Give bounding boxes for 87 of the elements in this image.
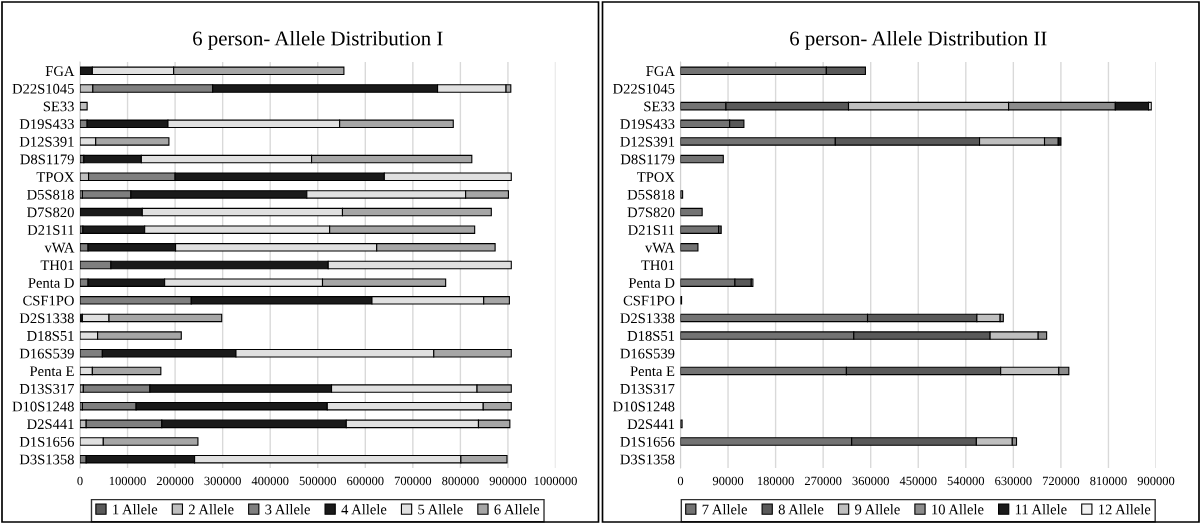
y-tick-label: D16S539 [19, 348, 74, 359]
legend-label: 11 Allele [1015, 504, 1067, 515]
y-tick-label: FGA [45, 66, 75, 77]
y-tick-label: D2S441 [27, 419, 74, 430]
x-tick-label: 400000 [251, 476, 289, 486]
bar [680, 154, 724, 164]
y-tick-label: D18S51 [27, 330, 74, 341]
legend-label: 7 Allele [702, 504, 747, 515]
y-tick-label: FGA [646, 66, 675, 77]
x-tick-label: 270000 [804, 476, 842, 486]
bar [680, 225, 720, 234]
x-tick-label: 600000 [347, 476, 384, 486]
y-tick-label: D13S317 [620, 383, 675, 394]
y-tick-label: D22S1045 [612, 83, 675, 94]
x-tick-label: 180000 [757, 476, 794, 486]
x-tick-label: 100000 [109, 476, 146, 486]
x-tick-label: 300000 [204, 476, 241, 486]
x-tick-label: 360000 [852, 476, 889, 486]
y-tick-label: CSF1PO [623, 295, 675, 306]
y-tick-label: D8S1179 [620, 154, 675, 165]
y-tick-label: D2S441 [627, 419, 675, 430]
y-tick-label: D18S51 [627, 330, 675, 341]
y-tick-label: D2S1338 [19, 313, 74, 324]
bar [680, 243, 699, 252]
x-tick-label: 900000 [1137, 476, 1175, 486]
legend-label: 5 Allele [418, 504, 463, 515]
y-tick-label: D10S1248 [12, 401, 74, 412]
y-tick-label: vWA [44, 242, 75, 253]
bar [80, 101, 88, 111]
y-tick-label: D8S1179 [20, 154, 74, 165]
y-tick-label: vWA [644, 242, 675, 253]
x-tick-label: 90000 [712, 476, 744, 486]
y-tick-label: D19S433 [620, 119, 675, 129]
y-tick-label: D5S818 [627, 189, 675, 200]
y-tick-label: D5S818 [27, 189, 74, 200]
legend-label: 10 Allele [932, 504, 984, 515]
y-tick-label: SE33 [644, 101, 675, 112]
x-tick-label: 500000 [299, 476, 337, 486]
y-tick-label: TH01 [641, 260, 675, 271]
y-tick-label: D7S820 [27, 207, 74, 218]
y-tick-label: D3S1358 [620, 454, 675, 465]
y-tick-label: D12S391 [19, 136, 74, 147]
y-tick-label: D21S11 [628, 225, 675, 235]
x-tick-label: 800000 [442, 476, 479, 486]
x-tick-label: 900000 [489, 476, 527, 486]
y-tick-label: Penta E [630, 366, 675, 377]
x-tick-label: 720000 [1042, 476, 1080, 486]
y-tick-label: TH01 [40, 260, 74, 271]
x-tick-label: 630000 [995, 476, 1032, 486]
y-tick-label: D1S1656 [19, 436, 75, 447]
legend-label: 2 Allele [188, 504, 234, 515]
chart-title: 6 person- Allele Distribution I [193, 30, 443, 50]
legend-label: 3 Allele [265, 504, 310, 515]
y-tick-label: D21S11 [27, 225, 74, 235]
chart-title: 6 person- Allele Distribution II [790, 30, 1047, 50]
legend-label: 4 Allele [341, 504, 387, 515]
x-tick-label: 1000000 [534, 476, 577, 486]
bar [680, 207, 703, 217]
x-tick-label: 540000 [947, 476, 985, 486]
legend-label: 6 Allele [494, 504, 540, 515]
y-tick-label: Penta E [29, 366, 74, 377]
y-tick-label: D13S317 [19, 383, 75, 394]
y-tick-label: Penta D [628, 278, 675, 288]
y-tick-label: D16S539 [620, 348, 675, 359]
y-tick-label: TPOX [637, 172, 675, 182]
y-tick-label: SE33 [43, 101, 74, 112]
y-tick-label: D1S1656 [620, 436, 675, 447]
x-tick-label: 810000 [1090, 476, 1127, 486]
x-tick-label: 0 [77, 476, 83, 486]
legend-label: 9 Allele [854, 504, 900, 515]
x-tick-label: 0 [677, 476, 684, 486]
y-tick-label: D22S1045 [12, 83, 74, 94]
y-tick-label: TPOX [36, 172, 75, 182]
y-tick-label: D3S1358 [19, 454, 74, 465]
legend-label: 8 Allele [778, 504, 824, 515]
x-tick-label: 700000 [394, 476, 432, 486]
x-tick-label: 450000 [899, 476, 937, 486]
y-tick-label: Penta D [28, 278, 74, 288]
y-tick-label: CSF1PO [23, 295, 74, 306]
legend-label: 1 Allele [113, 504, 158, 515]
legend-label: 12 Allele [1099, 504, 1151, 515]
x-tick-label: 200000 [156, 476, 194, 486]
y-tick-label: D7S820 [627, 207, 675, 218]
y-tick-label: D12S391 [620, 136, 675, 147]
y-tick-label: D19S433 [19, 119, 74, 129]
y-tick-label: D2S1338 [620, 313, 675, 324]
y-tick-label: D10S1248 [612, 401, 675, 412]
